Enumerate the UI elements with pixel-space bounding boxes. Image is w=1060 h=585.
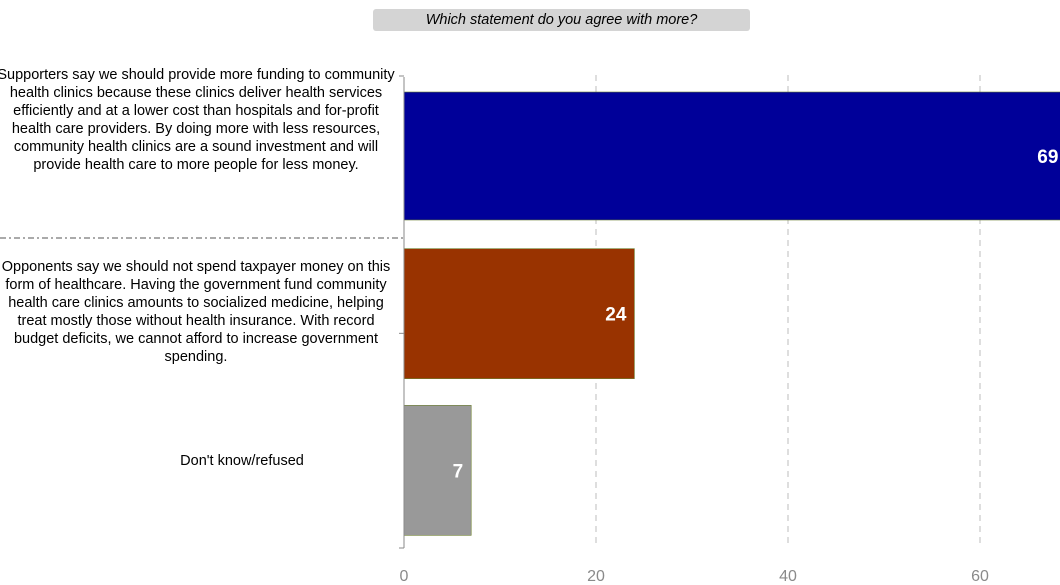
x-tick-label-0: 0	[400, 568, 409, 585]
value-label-0: 69	[1037, 147, 1058, 168]
category-label-supporters: Supporters say we should provide more fu…	[0, 67, 395, 173]
category-label-dont-know: Don't know/refused	[180, 453, 304, 469]
category-label-opponents: Opponents say we should not spend taxpay…	[1, 259, 391, 365]
x-tick-label-20: 20	[587, 568, 605, 585]
x-tick-label-60: 60	[971, 568, 989, 585]
x-tick-label-40: 40	[779, 568, 797, 585]
value-labels: 69 24 7	[453, 147, 1059, 482]
bar-1	[403, 248, 635, 379]
axes	[0, 75, 405, 549]
x-tick-labels: 0 20 40 60	[400, 568, 989, 585]
bar-2	[403, 405, 472, 536]
bar-0	[403, 91, 1060, 221]
bars	[403, 91, 1060, 536]
value-label-2: 7	[453, 461, 464, 482]
value-label-1: 24	[605, 305, 627, 326]
chart-title: Which statement do you agree with more?	[373, 9, 750, 31]
